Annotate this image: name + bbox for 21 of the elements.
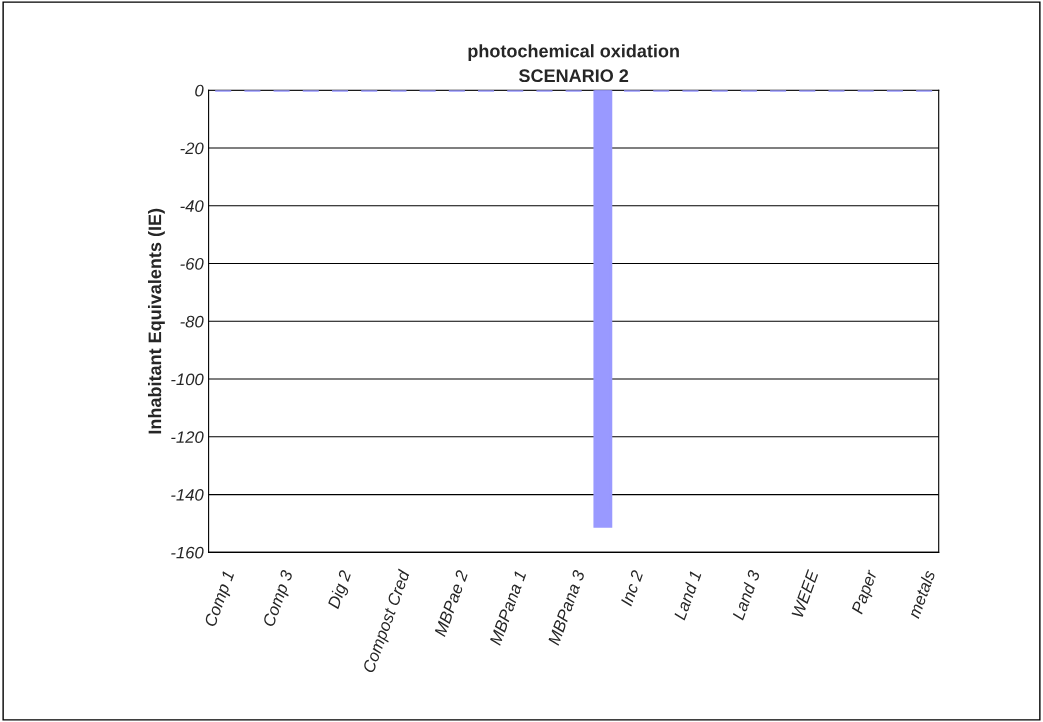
y-tick-label: -80 (180, 315, 204, 328)
x-tick-label: WEEE (791, 569, 819, 618)
x-tick-label: Land 3 (731, 569, 761, 621)
y-tick-label: -160 (171, 546, 204, 559)
x-tick-label: Dig 2 (326, 569, 355, 611)
y-tick-label: 0 (195, 84, 204, 97)
y-tick-label: -120 (171, 431, 204, 444)
x-tick-label: metals (907, 569, 936, 620)
x-tick-label: MBPae 2 (433, 569, 469, 638)
x-tick-label: Paper (851, 568, 881, 616)
x-tick-label: Inc 2 (620, 569, 644, 607)
y-tick-label: -100 (171, 373, 204, 386)
y-tick-label: -40 (180, 200, 204, 212)
y-axis-title: Inhabitant Equivalents (IE) (148, 208, 165, 434)
x-tick-label: Land 1 (673, 570, 702, 621)
y-tick-label: -140 (171, 488, 204, 501)
y-tick-label: -60 (180, 257, 204, 270)
chart-title: photochemical oxidation SCENARIO 2 (468, 44, 679, 83)
y-tick-label: -20 (180, 142, 204, 155)
x-tick-label: Comp 3 (262, 569, 297, 629)
x-tick-label: Comp 1 (203, 570, 238, 629)
